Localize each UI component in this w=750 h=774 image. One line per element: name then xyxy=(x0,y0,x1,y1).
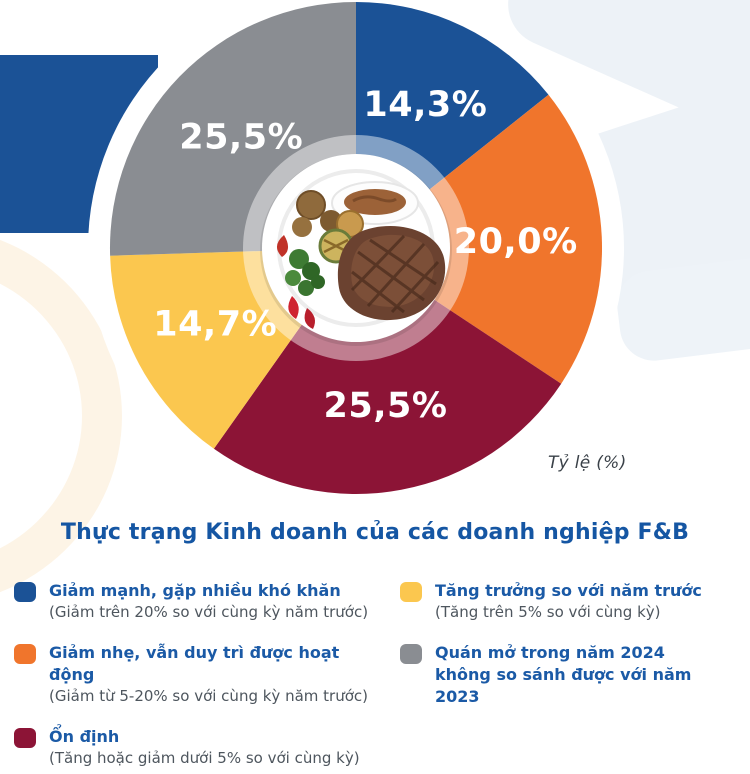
legend-column-left: Giảm mạnh, gặp nhiều khó khăn (Giảm trên… xyxy=(14,580,400,769)
legend-item-label: Quán mở trong năm 2024 không so sánh đượ… xyxy=(435,643,692,706)
legend-swatch-icon xyxy=(14,644,36,664)
food-plate-image xyxy=(243,135,469,361)
legend: Giảm mạnh, gặp nhiều khó khăn (Giảm trên… xyxy=(14,580,736,769)
legend-item-label: Giảm mạnh, gặp nhiều khó khăn xyxy=(49,581,341,600)
pie-segment-value: 25,5% xyxy=(179,118,303,158)
legend-swatch-icon xyxy=(400,582,422,602)
legend-item: Giảm nhẹ, vẫn duy trì được hoạt động (Gi… xyxy=(14,642,400,707)
pie-segment-value: 25,5% xyxy=(324,386,448,426)
legend-item-description: (Giảm từ 5-20% so với cùng kỳ năm trước) xyxy=(49,687,368,705)
legend-swatch-icon xyxy=(400,644,422,664)
legend-item: Quán mở trong năm 2024 không so sánh đượ… xyxy=(400,642,722,708)
pie-segment-3 xyxy=(213,248,562,495)
legend-item-description: (Tăng hoặc giảm dưới 5% so với cùng kỳ) xyxy=(49,749,360,767)
pie-chart: 14,3% 20,0% 25,5% 14,7% 25,5% xyxy=(109,1,603,495)
pie-segment-2 xyxy=(356,94,603,384)
pie-segment-value: 14,7% xyxy=(153,305,277,345)
unit-label: Tỷ lệ (%) xyxy=(548,453,627,473)
legend-item-label: Ổn định xyxy=(49,727,120,746)
legend-item-description: (Giảm trên 20% so với cùng kỳ năm trước) xyxy=(49,603,369,621)
legend-item: Ổn định (Tăng hoặc giảm dưới 5% so với c… xyxy=(14,726,400,769)
legend-item-label: Tăng trưởng so với năm trước xyxy=(435,581,702,600)
legend-item-label: Giảm nhẹ, vẫn duy trì được hoạt động xyxy=(49,643,340,684)
legend-item: Giảm mạnh, gặp nhiều khó khăn (Giảm trên… xyxy=(14,580,400,623)
pie-segment-value: 20,0% xyxy=(454,222,578,262)
legend-column-right: Tăng trưởng so với năm trước (Tăng trên … xyxy=(400,580,722,769)
pie-segment-value: 14,3% xyxy=(363,85,487,125)
legend-swatch-icon xyxy=(14,728,36,748)
chart-title: Thực trạng Kinh doanh của các doanh nghi… xyxy=(60,520,690,545)
pie-segment-labels: 14,3% 20,0% 25,5% 14,7% 25,5% xyxy=(153,85,577,426)
legend-swatch-icon xyxy=(14,582,36,602)
legend-item-description: (Tăng trên 5% so với cùng kỳ) xyxy=(435,603,661,621)
legend-item: Tăng trưởng so với năm trước (Tăng trên … xyxy=(400,580,722,623)
